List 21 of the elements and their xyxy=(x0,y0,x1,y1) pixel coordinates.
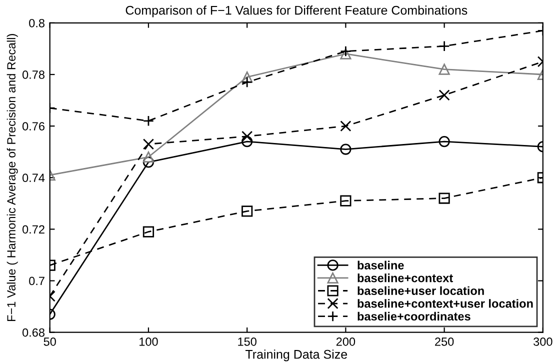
legend-label: baselie+coordinates xyxy=(358,312,470,321)
chart-title: Comparison of F−1 Values for Different Feature Combinations xyxy=(126,6,468,18)
y-tick-label: 0.68 xyxy=(22,328,44,337)
y-axis-title: F−1 Value ( Harmonic Average of Precision and Recall) xyxy=(6,34,18,321)
x-tick-label: 100 xyxy=(140,338,158,346)
x-tick-label: 50 xyxy=(44,338,56,346)
y-tick-label: 0.8 xyxy=(29,18,44,28)
legend-label: baseline+user location xyxy=(358,286,484,295)
legend-label: baseline+context xyxy=(358,274,453,282)
y-tick-label: 0.76 xyxy=(22,122,44,130)
legend-label: baseline xyxy=(358,260,404,270)
x-axis-title: Training Data Size xyxy=(245,350,348,362)
x-tick-label: 150 xyxy=(238,338,256,346)
y-tick-label: 0.78 xyxy=(22,70,44,79)
x-tick-label: 250 xyxy=(435,338,454,346)
y-tick-label: 0.74 xyxy=(22,174,45,182)
x-tick-label: 200 xyxy=(336,338,356,346)
y-tick-label: 0.7 xyxy=(29,276,44,286)
y-tick-label: 0.72 xyxy=(22,225,44,234)
legend-label: baseline+context+user location xyxy=(358,299,533,308)
x-tick-label: 300 xyxy=(534,338,552,346)
